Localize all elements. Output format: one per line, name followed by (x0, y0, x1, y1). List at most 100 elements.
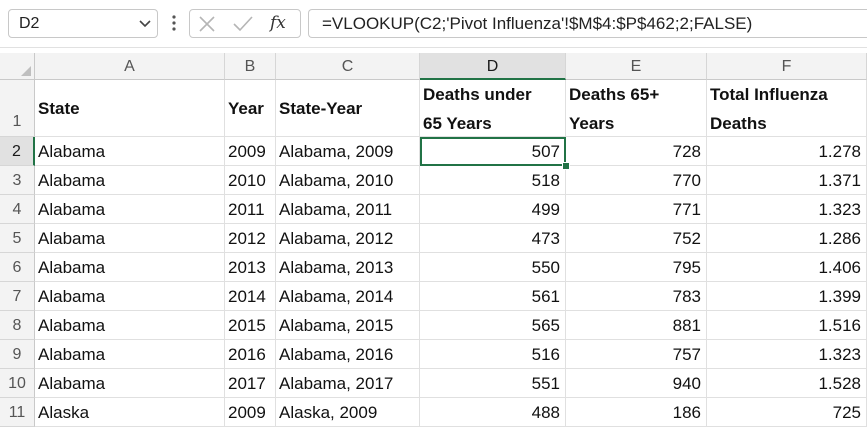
cell-deaths-65-plus[interactable]: 940 (566, 369, 707, 398)
row-header-5[interactable]: 5 (0, 224, 35, 253)
row-header-4[interactable]: 4 (0, 195, 35, 224)
row-header-8[interactable]: 8 (0, 311, 35, 340)
cell-state[interactable]: Alabama (35, 340, 225, 369)
row-header-2[interactable]: 2 (0, 137, 35, 166)
cell-year[interactable]: 2011 (225, 195, 276, 224)
cell-total-deaths[interactable]: 1.278 (707, 137, 867, 166)
header-year[interactable]: Year (225, 80, 276, 137)
cell-state[interactable]: Alaska (35, 398, 225, 427)
cell-state[interactable]: Alabama (35, 166, 225, 195)
cell-total-deaths[interactable]: 1.286 (707, 224, 867, 253)
cell-year[interactable]: 2012 (225, 224, 276, 253)
header-deaths-65-plus-line1: Deaths 65+ (569, 85, 660, 104)
row-header-11[interactable]: 11 (0, 398, 35, 427)
cell-year[interactable]: 2013 (225, 253, 276, 282)
name-box[interactable]: D2 (8, 9, 158, 38)
cell-total-deaths[interactable]: 1.399 (707, 282, 867, 311)
row-header-9[interactable]: 9 (0, 340, 35, 369)
cell-year[interactable]: 2010 (225, 166, 276, 195)
cell-deaths-under-65[interactable]: 551 (420, 369, 566, 398)
cell-deaths-under-65[interactable]: 488 (420, 398, 566, 427)
cell-deaths-65-plus[interactable]: 770 (566, 166, 707, 195)
cell-deaths-65-plus[interactable]: 752 (566, 224, 707, 253)
cell-deaths-65-plus[interactable]: 186 (566, 398, 707, 427)
cell-deaths-65-plus[interactable]: 795 (566, 253, 707, 282)
header-deaths-under-65-line2: 65 Years (423, 114, 492, 133)
cell-state-year[interactable]: Alabama, 2016 (276, 340, 420, 369)
cell-state[interactable]: Alabama (35, 253, 225, 282)
row-header-10[interactable]: 10 (0, 369, 35, 398)
insert-function-icon[interactable]: fx (270, 13, 286, 33)
cell-year[interactable]: 2009 (225, 137, 276, 166)
cell-year[interactable]: 2015 (225, 311, 276, 340)
row-header-3[interactable]: 3 (0, 166, 35, 195)
column-header-a[interactable]: A (35, 53, 225, 80)
select-all-corner[interactable] (0, 53, 35, 80)
cell-total-deaths[interactable]: 1.323 (707, 340, 867, 369)
cell-deaths-65-plus[interactable]: 771 (566, 195, 707, 224)
fill-handle[interactable] (562, 162, 570, 170)
cell-state-year[interactable]: Alabama, 2017 (276, 369, 420, 398)
cell-state[interactable]: Alabama (35, 224, 225, 253)
cell-deaths-65-plus[interactable]: 783 (566, 282, 707, 311)
cell-deaths-under-65[interactable]: 516 (420, 340, 566, 369)
cell-deaths-under-65[interactable]: 550 (420, 253, 566, 282)
cell-state-year[interactable]: Alabama, 2014 (276, 282, 420, 311)
cell-state[interactable]: Alabama (35, 311, 225, 340)
cell-deaths-under-65[interactable]: 565 (420, 311, 566, 340)
header-deaths-65-plus-line2: Years (569, 114, 615, 133)
formula-bar-area: D2 fx =VLOOKUP(C2;'Pivot Influenza'!$M$4… (0, 0, 867, 48)
column-header-f[interactable]: F (707, 53, 867, 80)
cell-total-deaths[interactable]: 1.323 (707, 195, 867, 224)
formula-buttons: fx (189, 9, 301, 38)
confirm-check-icon[interactable] (232, 15, 254, 33)
cell-state-year[interactable]: Alaska, 2009 (276, 398, 420, 427)
cell-total-deaths[interactable]: 725 (707, 398, 867, 427)
header-total-deaths[interactable]: Total Influenza Deaths (707, 80, 867, 137)
cell-year[interactable]: 2009 (225, 398, 276, 427)
cell-deaths-under-65[interactable]: 518 (420, 166, 566, 195)
cell-year[interactable]: 2017 (225, 369, 276, 398)
cell-total-deaths[interactable]: 1.528 (707, 369, 867, 398)
column-header-b[interactable]: B (225, 53, 276, 80)
cell-deaths-65-plus[interactable]: 757 (566, 340, 707, 369)
cell-state-year[interactable]: Alabama, 2011 (276, 195, 420, 224)
header-deaths-under-65[interactable]: Deaths under 65 Years (420, 80, 566, 137)
name-box-value: D2 (19, 15, 40, 32)
cell-state[interactable]: Alabama (35, 282, 225, 311)
column-header-c[interactable]: C (276, 53, 420, 80)
cell-total-deaths[interactable]: 1.371 (707, 166, 867, 195)
chevron-down-icon[interactable] (139, 19, 151, 29)
cell-deaths-under-65[interactable]: 473 (420, 224, 566, 253)
row-header-7[interactable]: 7 (0, 282, 35, 311)
cell-year[interactable]: 2016 (225, 340, 276, 369)
header-state[interactable]: State (35, 80, 225, 137)
row-header-6[interactable]: 6 (0, 253, 35, 282)
row-header-1[interactable]: 1 (0, 80, 35, 137)
cell-deaths-65-plus[interactable]: 728 (566, 137, 707, 166)
select-all-triangle-icon (21, 66, 31, 76)
cell-state-year[interactable]: Alabama, 2012 (276, 224, 420, 253)
more-options-icon[interactable] (169, 10, 179, 36)
cell-total-deaths[interactable]: 1.406 (707, 253, 867, 282)
cell-state-year[interactable]: Alabama, 2013 (276, 253, 420, 282)
cell-state[interactable]: Alabama (35, 195, 225, 224)
cell-deaths-under-65[interactable]: 507 (420, 137, 566, 166)
header-state-year[interactable]: State-Year (276, 80, 420, 137)
cell-state[interactable]: Alabama (35, 137, 225, 166)
formula-input[interactable]: =VLOOKUP(C2;'Pivot Influenza'!$M$4:$P$46… (308, 9, 867, 38)
cell-deaths-under-65[interactable]: 561 (420, 282, 566, 311)
cell-state-year[interactable]: Alabama, 2010 (276, 166, 420, 195)
cell-state-year[interactable]: Alabama, 2015 (276, 311, 420, 340)
column-header-d[interactable]: D (420, 53, 566, 80)
cell-total-deaths[interactable]: 1.516 (707, 311, 867, 340)
cancel-icon[interactable] (198, 15, 216, 33)
cell-state[interactable]: Alabama (35, 369, 225, 398)
column-header-e[interactable]: E (566, 53, 707, 80)
cell-deaths-under-65[interactable]: 499 (420, 195, 566, 224)
header-total-deaths-line1: Total Influenza (710, 85, 828, 104)
header-deaths-65-plus[interactable]: Deaths 65+ Years (566, 80, 707, 137)
cell-year[interactable]: 2014 (225, 282, 276, 311)
cell-state-year[interactable]: Alabama, 2009 (276, 137, 420, 166)
cell-deaths-65-plus[interactable]: 881 (566, 311, 707, 340)
